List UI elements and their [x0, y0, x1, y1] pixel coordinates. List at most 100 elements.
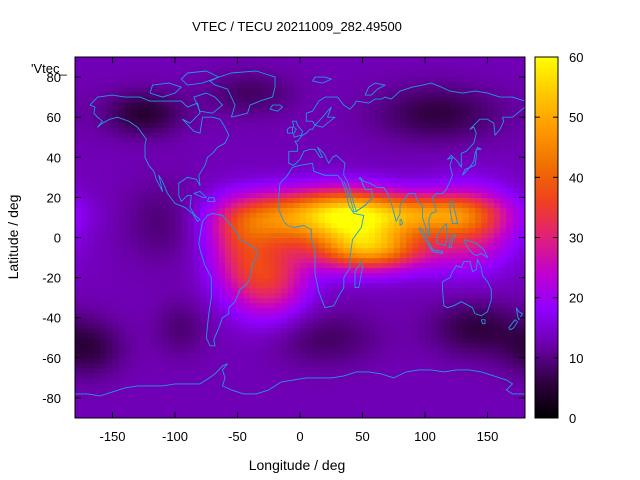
heatmap-cell: [287, 367, 295, 374]
heatmap-cell: [287, 172, 295, 178]
heatmap-cell: [362, 347, 370, 354]
heatmap-cell: [387, 257, 395, 264]
heatmap-cell: [87, 387, 95, 394]
heatmap-cell: [368, 177, 376, 183]
heatmap-cell: [150, 352, 157, 359]
heatmap-cell: [268, 402, 276, 409]
heatmap-cell: [318, 322, 326, 329]
heatmap-cell: [250, 122, 257, 128]
heatmap-cell: [318, 397, 326, 404]
heatmap-cell: [75, 307, 82, 314]
heatmap-cell: [468, 122, 476, 128]
heatmap-cell: [256, 252, 264, 259]
heatmap-cell: [368, 247, 376, 254]
heatmap-cell: [168, 262, 176, 269]
heatmap-cell: [412, 312, 420, 319]
heatmap-cell: [500, 257, 507, 264]
heatmap-cell: [356, 332, 364, 339]
heatmap-cell: [168, 337, 176, 344]
heatmap-cell: [187, 297, 195, 304]
heatmap-cell: [437, 257, 445, 264]
heatmap-cell: [393, 352, 401, 359]
heatmap-cell: [400, 242, 407, 249]
heatmap-cell: [250, 107, 257, 113]
heatmap-cell: [131, 117, 139, 123]
heatmap-cell: [375, 252, 382, 259]
heatmap-cell: [131, 372, 139, 379]
heatmap-cell: [81, 82, 89, 88]
heatmap-cell: [268, 367, 276, 374]
heatmap-cell: [87, 107, 95, 113]
heatmap-cell: [418, 322, 426, 329]
heatmap-cell: [81, 237, 89, 244]
heatmap-cell: [81, 147, 89, 153]
heatmap-cell: [181, 307, 189, 314]
heatmap-cell: [131, 267, 139, 274]
heatmap-cell: [187, 227, 195, 234]
heatmap-cell: [431, 102, 439, 108]
heatmap-cell: [100, 67, 107, 73]
heatmap-cell: [150, 247, 157, 254]
heatmap-cell: [350, 187, 357, 193]
heatmap-cell: [443, 187, 451, 193]
heatmap-cell: [337, 57, 345, 63]
heatmap-cell: [500, 172, 507, 178]
heatmap-cell: [500, 402, 507, 409]
heatmap-cell: [450, 237, 457, 244]
heatmap-cell: [100, 192, 107, 198]
heatmap-cell: [400, 327, 407, 334]
heatmap-cell: [156, 137, 164, 143]
heatmap-cell: [256, 307, 264, 314]
heatmap-cell: [450, 277, 457, 284]
heatmap-cell: [506, 292, 514, 299]
heatmap-cell: [393, 227, 401, 234]
heatmap-cell: [393, 367, 401, 374]
heatmap-cell: [406, 347, 414, 354]
heatmap-cell: [400, 177, 407, 183]
heatmap-cell: [356, 317, 364, 324]
heatmap-cell: [412, 142, 420, 148]
heatmap-cell: [93, 82, 101, 88]
heatmap-cell: [106, 392, 114, 399]
heatmap-cell: [425, 247, 432, 254]
heatmap-cell: [368, 352, 376, 359]
heatmap-cell: [143, 177, 151, 183]
heatmap-cell: [337, 202, 345, 209]
heatmap-cell: [487, 247, 495, 254]
heatmap-cell: [325, 147, 332, 153]
heatmap-cell: [493, 387, 501, 394]
heatmap-cell: [431, 242, 439, 249]
heatmap-cell: [112, 202, 120, 209]
heatmap-cell: [212, 302, 220, 309]
heatmap-cell: [287, 182, 295, 188]
heatmap-cell: [475, 252, 482, 259]
heatmap-cell: [262, 307, 270, 314]
heatmap-cell: [118, 67, 126, 73]
heatmap-cell: [393, 392, 401, 399]
heatmap-cell: [143, 62, 151, 68]
heatmap-cell: [200, 57, 207, 63]
heatmap-cell: [193, 172, 201, 178]
heatmap-cell: [312, 397, 320, 404]
heatmap-cell: [300, 247, 307, 254]
heatmap-cell: [212, 147, 220, 153]
heatmap-cell: [300, 322, 307, 329]
heatmap-cell: [306, 412, 314, 418]
heatmap-cell: [406, 397, 414, 404]
heatmap-cell: [487, 217, 495, 224]
heatmap-cell: [100, 202, 107, 209]
heatmap-cell: [200, 172, 207, 178]
heatmap-cell: [425, 397, 432, 404]
heatmap-cell: [175, 217, 182, 224]
heatmap-cell: [181, 412, 189, 418]
heatmap-cell: [312, 287, 320, 294]
heatmap-cell: [331, 302, 339, 309]
heatmap-cell: [475, 397, 482, 404]
heatmap-cell: [375, 182, 382, 188]
heatmap-cell: [368, 397, 376, 404]
heatmap-cell: [281, 107, 289, 113]
heatmap-cell: [350, 162, 357, 168]
heatmap-cell: [206, 257, 214, 264]
heatmap-cell: [287, 152, 295, 158]
heatmap-cell: [487, 92, 495, 98]
